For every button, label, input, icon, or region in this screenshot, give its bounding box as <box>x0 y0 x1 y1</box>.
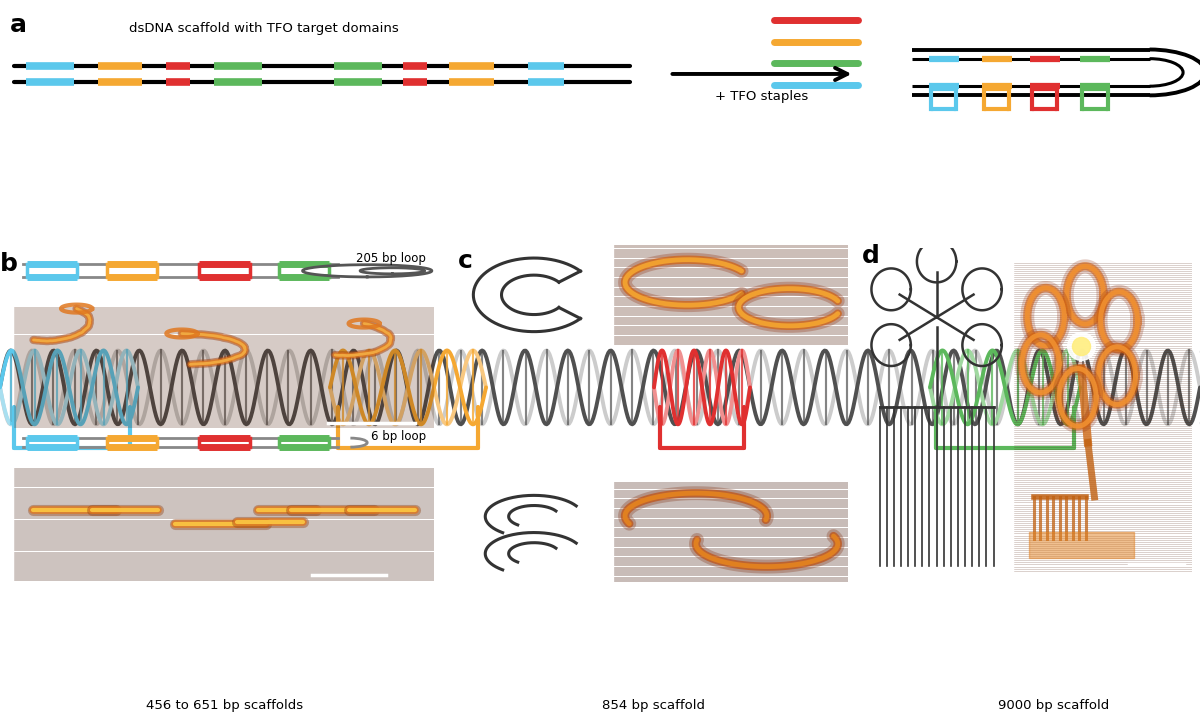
Text: b: b <box>0 252 18 276</box>
Text: c: c <box>458 249 473 273</box>
Text: 9000 bp scaffold: 9000 bp scaffold <box>998 699 1109 712</box>
Text: 6 bp loop: 6 bp loop <box>371 430 426 443</box>
Text: + TFO staples: + TFO staples <box>715 90 809 103</box>
Text: a: a <box>10 13 26 37</box>
Text: 854 bp scaffold: 854 bp scaffold <box>602 699 706 712</box>
Text: 456 to 651 bp scaffolds: 456 to 651 bp scaffolds <box>146 699 302 712</box>
Text: 205 bp loop: 205 bp loop <box>356 252 426 265</box>
Text: dsDNA scaffold with TFO target domains: dsDNA scaffold with TFO target domains <box>130 22 398 35</box>
Text: d: d <box>862 244 880 268</box>
